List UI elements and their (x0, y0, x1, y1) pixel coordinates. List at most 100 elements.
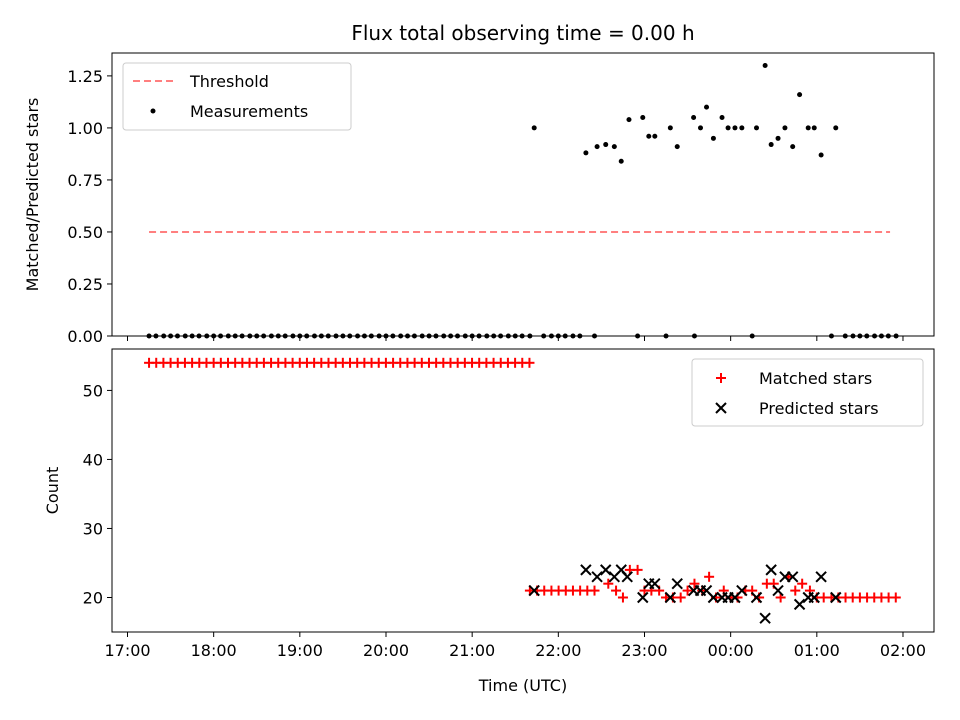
measurement-point (618, 158, 624, 164)
top-panel: 0.00 0.25 0.50 0.75 1.00 1.25 Matched/Predict… (23, 52, 935, 346)
x-tick-label: 20:00 (363, 641, 409, 660)
bottom-panel: 20 30 40 50 17:00 18:00 19:00 20:00 21:00 22:00 2… (43, 348, 935, 695)
matched-star-marker (617, 592, 628, 603)
y-tick-label: 30 (83, 519, 103, 538)
bottom-axes-frame (111, 348, 935, 633)
x-tick-label: 02:00 (880, 641, 926, 660)
measurement-point (704, 104, 710, 110)
predicted-star-marker (637, 591, 649, 604)
x-tick-label: 17:00 (104, 641, 150, 660)
measurement-point (775, 135, 781, 141)
measurement-point (603, 142, 609, 148)
predicted-star-marker (772, 584, 784, 597)
chart-title: Flux total observing time = 0.00 h (351, 21, 694, 45)
matched-star-marker (797, 578, 808, 589)
measurement-point (805, 125, 811, 131)
legend-measurements-swatch (150, 108, 156, 114)
matched-star-marker (589, 585, 600, 596)
measurement-point (583, 150, 589, 156)
predicted-star-marker (830, 591, 842, 604)
predicted-star-marker (591, 571, 603, 583)
y-tick-label: 20 (83, 588, 103, 607)
top-x-ticks (127, 336, 904, 341)
x-tick-label: 01:00 (794, 641, 840, 660)
y-tick-label: 1.25 (67, 67, 103, 86)
y-tick-label: 0.75 (67, 171, 103, 190)
bottom-plot-area (144, 357, 901, 624)
matched-star-marker (890, 592, 901, 603)
predicted-star-marker (736, 584, 748, 597)
measurement-point (719, 115, 725, 121)
top-legend: Threshold Measurements (122, 62, 352, 131)
legend-matched-label: Matched stars (759, 369, 872, 388)
measurement-point (626, 117, 632, 123)
predicted-star-marker (707, 591, 720, 604)
measurement-point (594, 144, 600, 150)
x-tick-label: 00:00 (708, 641, 754, 660)
x-tick-label: 23:00 (621, 641, 667, 660)
bottom-x-axis-label: Time (UTC) (478, 676, 567, 695)
measurement-point (710, 135, 716, 141)
matched-star-marker (611, 585, 622, 596)
bottom-y-axis-label: Count (43, 467, 62, 515)
predicted-star-marker (621, 571, 633, 583)
measurement-point (762, 62, 768, 68)
measurement-point (611, 144, 617, 150)
predicted-star-marker (793, 598, 806, 611)
measurement-point (811, 125, 817, 131)
predicted-star-marker (750, 591, 763, 604)
predicted-star-marker (759, 612, 771, 624)
measurement-point (646, 133, 652, 139)
measurement-point (833, 125, 839, 131)
top-legend-box (122, 62, 352, 131)
bottom-x-ticks: 17:00 18:00 19:00 20:00 21:00 22:00 23:00 00:00… (104, 632, 926, 660)
measurement-point (674, 144, 680, 150)
top-axes-frame (111, 52, 935, 337)
predicted-star-marker (815, 571, 827, 583)
measurement-point (754, 125, 760, 131)
top-plot-area (146, 62, 899, 339)
matched-star-marker (632, 564, 643, 575)
measurement-point (818, 152, 824, 158)
predicted-star-marker (664, 591, 677, 604)
predicted-star-marker (786, 571, 799, 583)
predicted-star-marker (671, 577, 683, 590)
matched-star-marker (689, 578, 700, 589)
x-tick-label: 21:00 (449, 641, 495, 660)
x-tick-label: 18:00 (191, 641, 237, 660)
matched-star-marker (704, 571, 715, 582)
measurement-point (725, 125, 731, 131)
measurement-point (732, 125, 738, 131)
top-y-axis-label: Matched/Predicted stars (23, 98, 42, 292)
predicted-star-marker (600, 564, 612, 576)
predicted-star-marker (765, 564, 777, 576)
legend-predicted-swatch (715, 402, 727, 414)
measurement-point (697, 125, 703, 131)
matched-star-marker (682, 585, 693, 596)
measurement-point (667, 125, 673, 131)
bottom-y-ticks: 20 30 40 50 (83, 381, 112, 607)
matched-star-marker (790, 585, 801, 596)
legend-measurements-label: Measurements (190, 102, 308, 121)
matched-star-marker (524, 357, 535, 368)
bottom-legend-box (691, 358, 924, 427)
measurement-point (768, 142, 774, 148)
matched-star-marker (603, 578, 614, 589)
measurement-point (790, 144, 796, 150)
matched-star-marker (675, 592, 686, 603)
predicted-star-marker (528, 584, 540, 597)
y-tick-label: 0.50 (67, 223, 103, 242)
legend-threshold-label: Threshold (189, 72, 269, 91)
x-tick-label: 19:00 (277, 641, 323, 660)
measurement-point (691, 115, 697, 121)
y-tick-label: 40 (83, 450, 103, 469)
y-tick-label: 1.00 (67, 119, 103, 138)
measurement-point (531, 125, 537, 131)
measurement-point (739, 125, 745, 131)
x-tick-label: 22:00 (535, 641, 581, 660)
predicted-star-marker (808, 591, 820, 604)
y-tick-label: 0.25 (67, 275, 103, 294)
legend-matched-swatch (716, 373, 726, 383)
y-tick-label: 50 (83, 381, 103, 400)
